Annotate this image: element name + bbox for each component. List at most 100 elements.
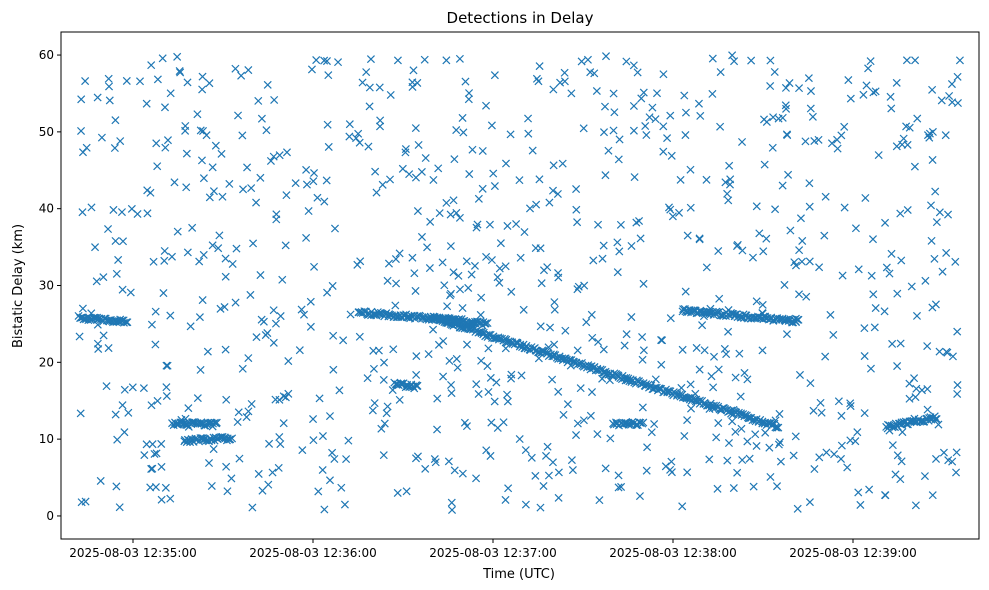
detection-marker <box>893 451 902 460</box>
detection-marker <box>318 432 327 441</box>
detection-marker <box>762 117 771 126</box>
detection-marker <box>629 61 638 70</box>
detection-marker <box>389 345 398 354</box>
detection-marker <box>483 362 492 371</box>
detection-marker <box>263 80 272 89</box>
detection-marker <box>329 365 338 374</box>
detection-marker <box>429 325 438 334</box>
detection-marker <box>123 318 132 327</box>
detection-marker <box>486 451 495 460</box>
detection-marker <box>864 64 873 73</box>
detection-marker <box>433 394 442 403</box>
detection-marker <box>478 146 487 156</box>
detection-marker <box>923 385 932 394</box>
detection-marker <box>736 392 745 401</box>
detection-marker <box>678 345 687 354</box>
detection-marker <box>709 352 719 361</box>
detection-marker <box>663 134 672 143</box>
detection-marker <box>281 393 290 402</box>
detection-marker <box>183 248 192 257</box>
detection-marker <box>450 155 459 164</box>
detection-marker <box>641 121 650 131</box>
detection-marker <box>355 138 364 147</box>
detection-marker <box>896 339 905 348</box>
detection-marker <box>412 370 421 379</box>
detection-marker <box>393 56 402 65</box>
detection-marker <box>925 129 934 138</box>
detection-marker <box>638 332 647 342</box>
detection-marker <box>340 500 349 509</box>
detection-marker <box>615 135 624 144</box>
detection-marker <box>440 281 449 290</box>
detection-marker <box>366 55 375 64</box>
detection-marker <box>528 146 537 155</box>
detection-marker <box>815 453 824 462</box>
detection-marker <box>408 82 417 91</box>
detection-marker <box>778 181 787 190</box>
detection-marker <box>297 305 306 314</box>
detection-marker <box>487 418 496 427</box>
detection-marker <box>462 257 471 266</box>
detection-marker <box>355 332 364 341</box>
detection-marker <box>851 224 860 233</box>
detection-marker <box>204 458 214 468</box>
detection-marker <box>668 212 677 221</box>
detection-marker <box>714 246 723 256</box>
detection-marker <box>572 185 581 194</box>
detection-marker <box>938 267 947 276</box>
detection-marker <box>735 349 744 358</box>
detection-marker <box>743 375 752 384</box>
y-tick-label: 50 <box>39 125 54 139</box>
detection-marker <box>558 354 567 363</box>
detection-marker <box>738 455 747 465</box>
detection-marker <box>81 77 90 86</box>
detection-marker <box>161 143 170 152</box>
detection-marker <box>299 310 309 319</box>
detection-marker <box>112 269 121 278</box>
detection-marker <box>714 365 723 374</box>
detection-marker <box>470 261 479 270</box>
detection-marker <box>666 465 675 474</box>
detection-marker <box>368 406 377 415</box>
plot-area-frame <box>60 31 980 540</box>
detection-marker <box>379 451 388 460</box>
detection-marker <box>548 375 557 384</box>
detection-marker <box>599 128 609 137</box>
detection-marker <box>614 483 623 492</box>
detection-marker <box>880 307 889 316</box>
detection-marker <box>147 464 156 473</box>
detection-marker <box>893 289 902 298</box>
detection-marker <box>692 343 701 352</box>
detection-marker <box>284 389 293 398</box>
detection-marker <box>541 451 551 460</box>
detection-marker <box>447 380 456 390</box>
detection-marker <box>525 204 535 213</box>
detection-marker <box>686 380 695 389</box>
detection-marker <box>222 462 231 471</box>
detection-marker <box>490 71 499 80</box>
detection-marker <box>748 253 757 262</box>
detection-marker <box>594 220 603 229</box>
detection-marker <box>208 163 217 172</box>
detection-marker <box>789 318 798 327</box>
detection-marker <box>698 321 707 330</box>
detection-marker <box>643 443 652 452</box>
detection-marker <box>795 84 804 93</box>
detection-marker <box>445 356 454 365</box>
detection-marker <box>881 218 890 227</box>
detection-marker <box>795 246 804 255</box>
detection-marker <box>302 165 311 174</box>
detection-marker <box>935 347 944 356</box>
detection-marker <box>602 369 611 378</box>
detection-marker <box>501 344 510 353</box>
detection-marker <box>424 350 433 359</box>
detection-marker <box>221 272 230 281</box>
detection-marker <box>216 304 225 313</box>
detection-marker <box>120 385 129 394</box>
detection-marker <box>455 54 464 63</box>
detection-marker <box>166 494 175 503</box>
detection-marker <box>447 389 456 398</box>
detection-marker <box>573 218 582 227</box>
detection-marker <box>694 99 703 108</box>
